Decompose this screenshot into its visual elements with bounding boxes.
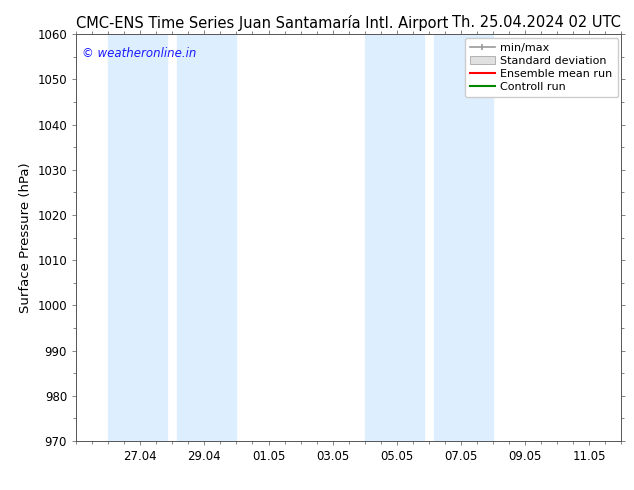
- Text: CMC-ENS Time Series Juan Santamaría Intl. Airport: CMC-ENS Time Series Juan Santamaría Intl…: [76, 15, 448, 31]
- Legend: min/max, Standard deviation, Ensemble mean run, Controll run: min/max, Standard deviation, Ensemble me…: [465, 38, 618, 97]
- Bar: [434, 34, 493, 441]
- Text: © weatheronline.in: © weatheronline.in: [82, 47, 196, 59]
- Y-axis label: Surface Pressure (hPa): Surface Pressure (hPa): [19, 162, 32, 313]
- Bar: [108, 34, 167, 441]
- Bar: [177, 34, 236, 441]
- Bar: [365, 34, 424, 441]
- Text: Th. 25.04.2024 02 UTC: Th. 25.04.2024 02 UTC: [453, 15, 621, 30]
